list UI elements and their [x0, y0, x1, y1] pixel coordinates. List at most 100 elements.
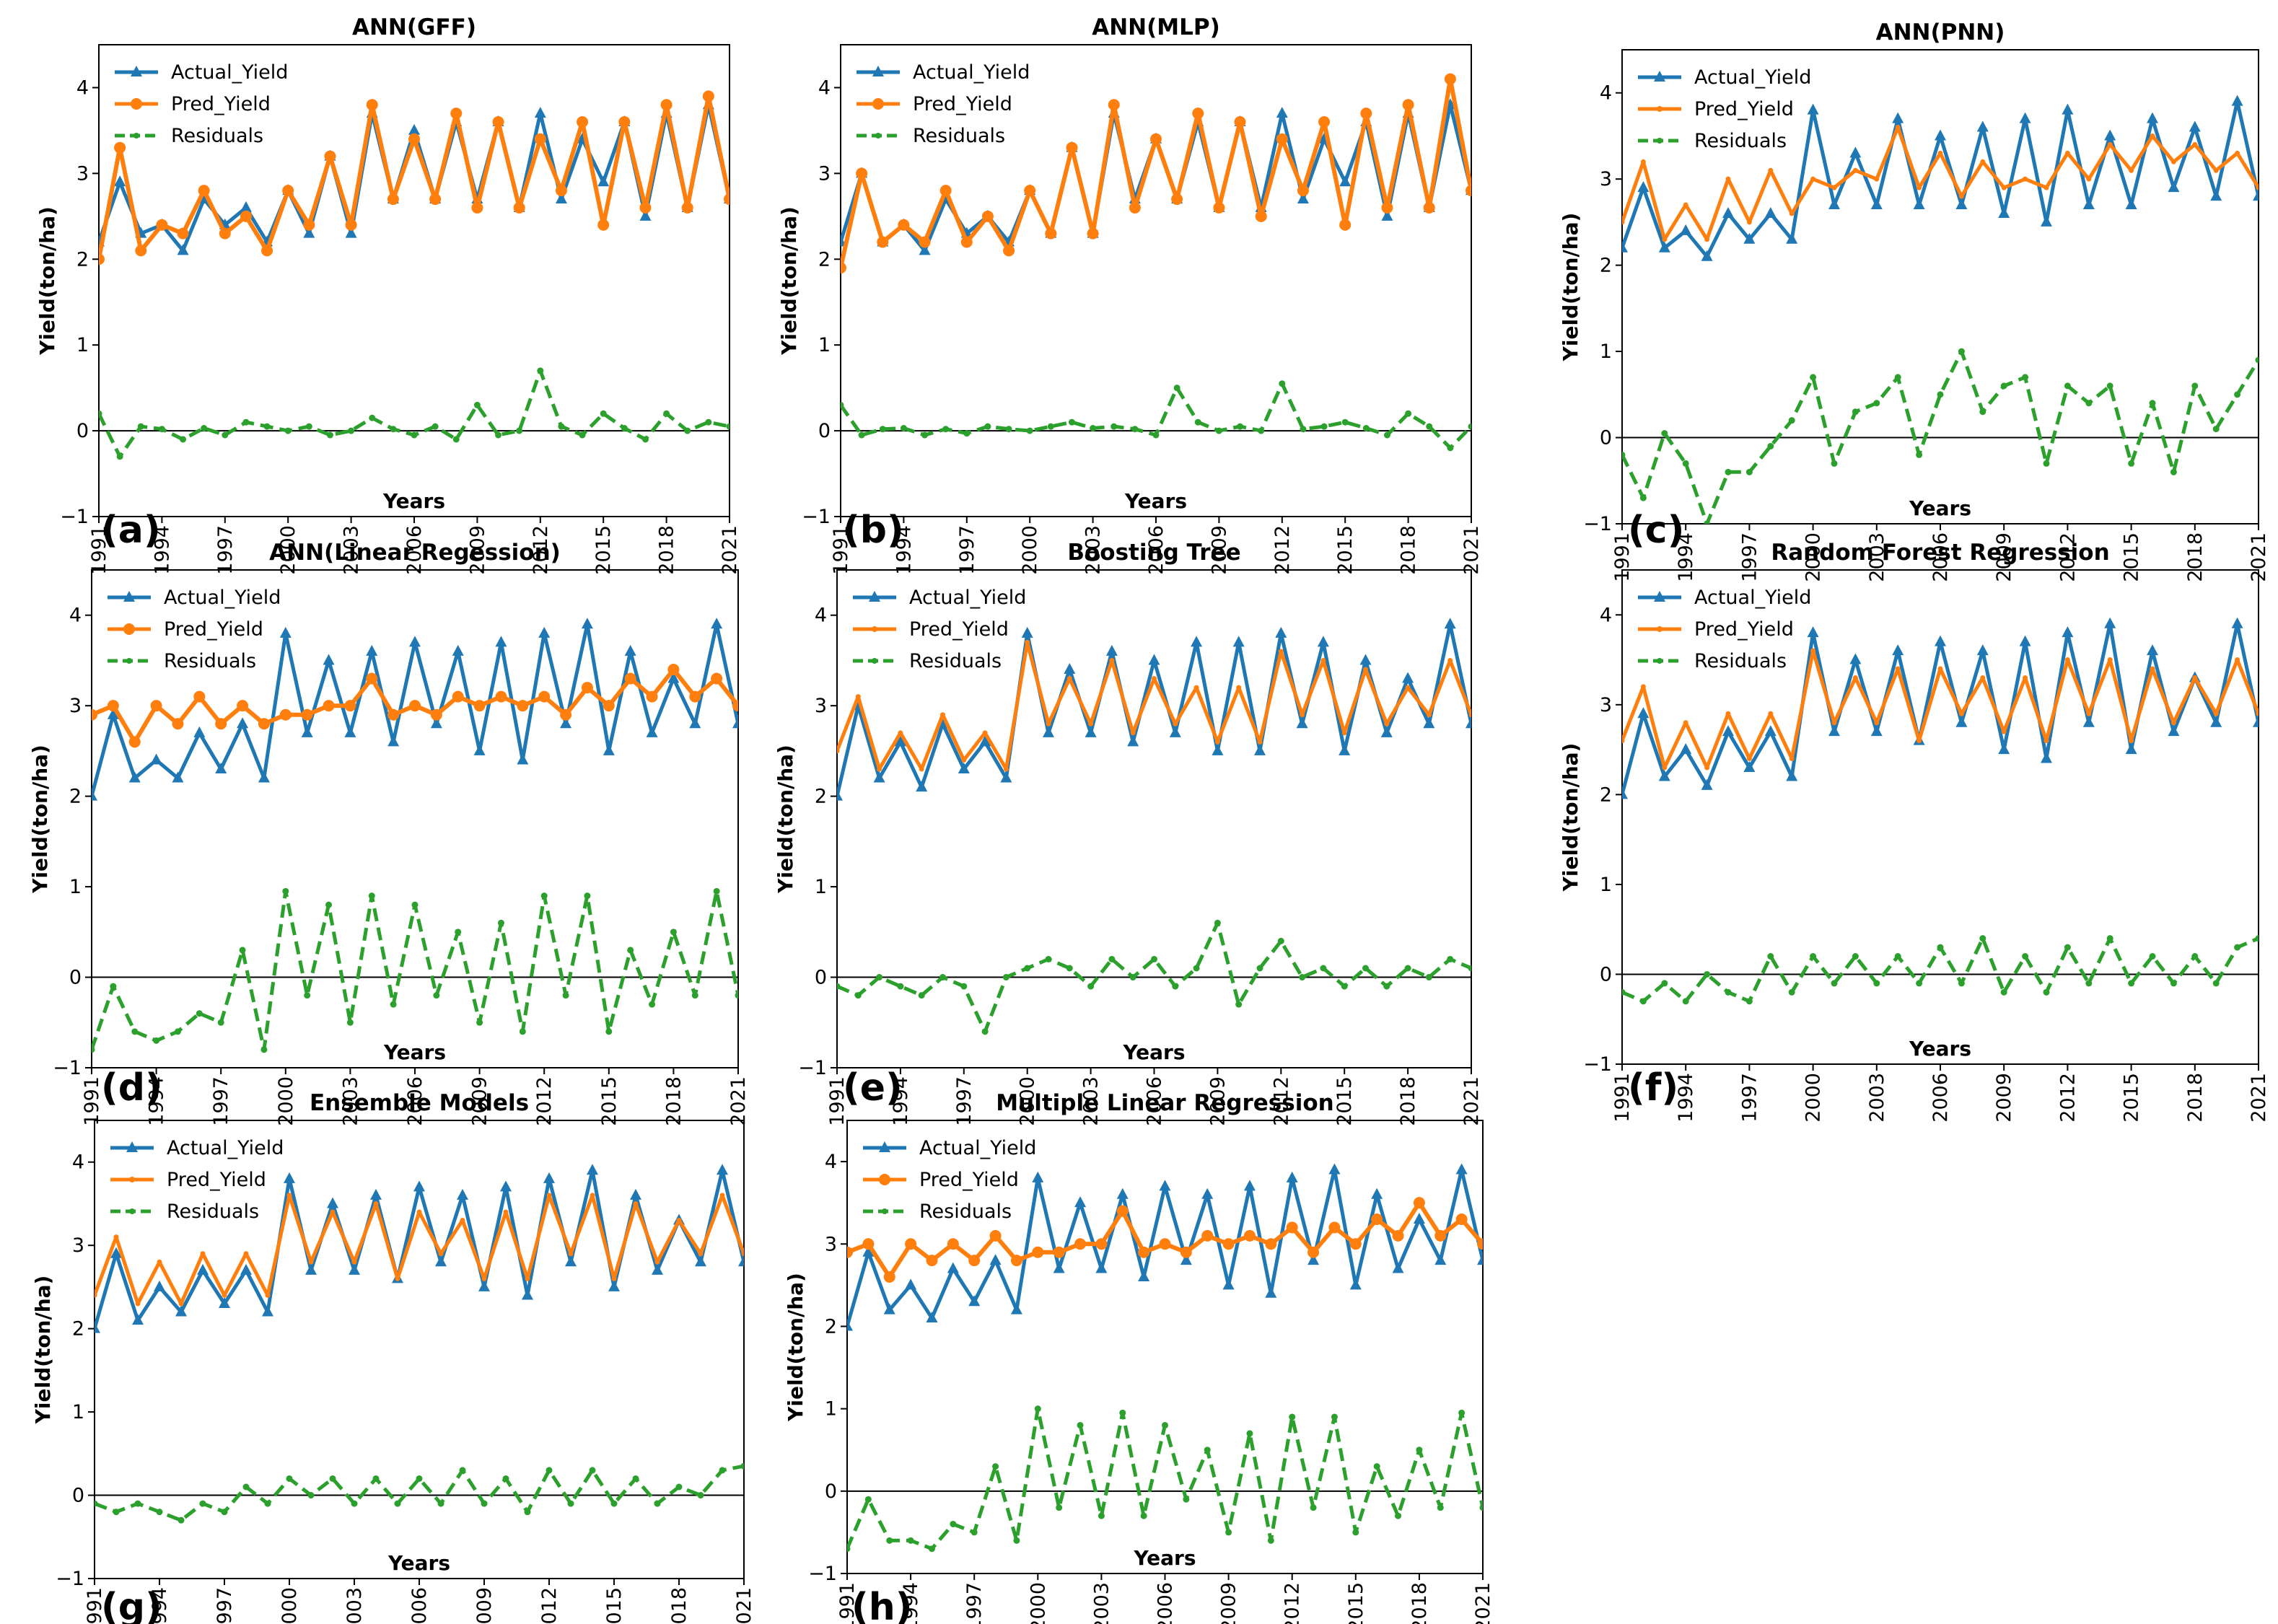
data-point	[1479, 1504, 1483, 1511]
data-point	[2082, 198, 2095, 210]
y-tick-label: −1	[1583, 513, 1612, 535]
data-point	[1279, 380, 1286, 387]
data-point	[1148, 654, 1160, 665]
data-point	[1725, 988, 1732, 996]
data-point	[1831, 185, 1837, 190]
data-point	[1849, 146, 1862, 158]
data-point	[373, 1201, 379, 1206]
legend-label: Pred_Yield	[164, 618, 263, 641]
data-point	[1743, 232, 1756, 244]
data-point	[438, 1251, 444, 1257]
data-point	[172, 771, 184, 783]
data-point	[1658, 770, 1670, 781]
y-tick-label: −1	[56, 1568, 84, 1590]
data-point	[652, 1263, 663, 1275]
data-point	[876, 974, 883, 981]
data-point	[627, 947, 634, 954]
panel-label: (g)	[101, 1586, 162, 1624]
plot-frame	[836, 569, 1472, 1068]
data-point	[555, 193, 567, 204]
data-point	[1297, 193, 1309, 204]
data-point	[963, 430, 971, 437]
data-point	[989, 1254, 1002, 1265]
data-point	[689, 717, 701, 729]
data-point	[711, 672, 723, 685]
data-point	[1455, 1163, 1468, 1175]
data-point	[177, 244, 189, 255]
data-point	[525, 1276, 530, 1281]
data-point	[2064, 150, 2070, 156]
data-point	[279, 626, 292, 638]
data-point	[939, 185, 952, 197]
x-tick-label: 2018	[668, 1587, 691, 1624]
data-point	[1998, 743, 2010, 755]
data-point	[961, 757, 967, 763]
series-group	[841, 73, 1471, 452]
data-point	[372, 1475, 380, 1482]
data-point	[330, 1209, 336, 1215]
data-point	[879, 426, 886, 433]
data-point	[660, 99, 673, 111]
data-point	[855, 694, 861, 700]
data-point	[1095, 1262, 1108, 1273]
legend-label: Pred_Yield	[919, 1169, 1019, 1191]
panel-label: (d)	[101, 1066, 162, 1110]
data-point	[1286, 1221, 1298, 1234]
data-point	[726, 423, 730, 430]
data-point	[681, 201, 693, 214]
x-tick-label: 2012	[533, 1076, 556, 1126]
y-tick-label: 2	[69, 786, 82, 808]
data-point	[137, 423, 144, 430]
data-point	[1444, 73, 1456, 85]
data-point	[2189, 120, 2201, 132]
data-point	[2253, 190, 2259, 201]
data-point	[735, 992, 738, 999]
data-point	[1916, 980, 1923, 987]
data-point	[394, 1500, 401, 1507]
legend-marker	[875, 133, 881, 139]
data-point	[1159, 1238, 1171, 1250]
data-point	[676, 1218, 682, 1224]
data-point	[2023, 176, 2028, 182]
data-point	[898, 219, 910, 231]
data-point	[435, 1255, 447, 1267]
data-point	[1359, 654, 1372, 665]
data-point	[603, 700, 615, 712]
data-point	[200, 1251, 206, 1257]
x-tick-label: 2003	[339, 1076, 362, 1126]
data-point	[675, 1483, 683, 1491]
data-point	[864, 1496, 872, 1503]
legend-marker	[1657, 106, 1662, 112]
x-axis-label: Years	[1124, 489, 1187, 513]
data-point	[1074, 1196, 1087, 1208]
x-tick-label: 1994	[1675, 532, 1697, 582]
data-point	[1402, 672, 1414, 683]
data-point	[1173, 385, 1180, 392]
data-point	[1088, 721, 1094, 727]
data-point	[717, 1164, 728, 1175]
x-tick-label: 1991	[88, 525, 110, 575]
data-point	[174, 1028, 181, 1035]
data-point	[1447, 955, 1454, 962]
series-line-residuals	[99, 369, 730, 459]
data-point	[1745, 468, 1753, 475]
data-point	[1363, 667, 1368, 672]
x-tick-label: 2006	[404, 1076, 426, 1126]
x-tick-label: 2006	[1929, 532, 1952, 582]
legend-marker	[1654, 591, 1665, 602]
data-point	[1701, 778, 1713, 790]
y-tick-label: 1	[1600, 341, 1612, 363]
legend-label: Actual_Yield	[909, 587, 1026, 609]
data-point	[1458, 1409, 1466, 1416]
data-point	[2255, 356, 2259, 364]
data-point	[2085, 400, 2093, 407]
x-tick-label: 2000	[279, 1587, 301, 1624]
panel-label: (h)	[851, 1586, 913, 1624]
data-point	[1201, 1229, 1214, 1242]
x-tick-label: 1991	[836, 1582, 859, 1624]
data-point	[689, 690, 701, 703]
series-line-residuals	[95, 1464, 744, 1522]
data-point	[1680, 743, 1692, 755]
data-point	[940, 712, 945, 718]
data-point	[172, 718, 184, 730]
